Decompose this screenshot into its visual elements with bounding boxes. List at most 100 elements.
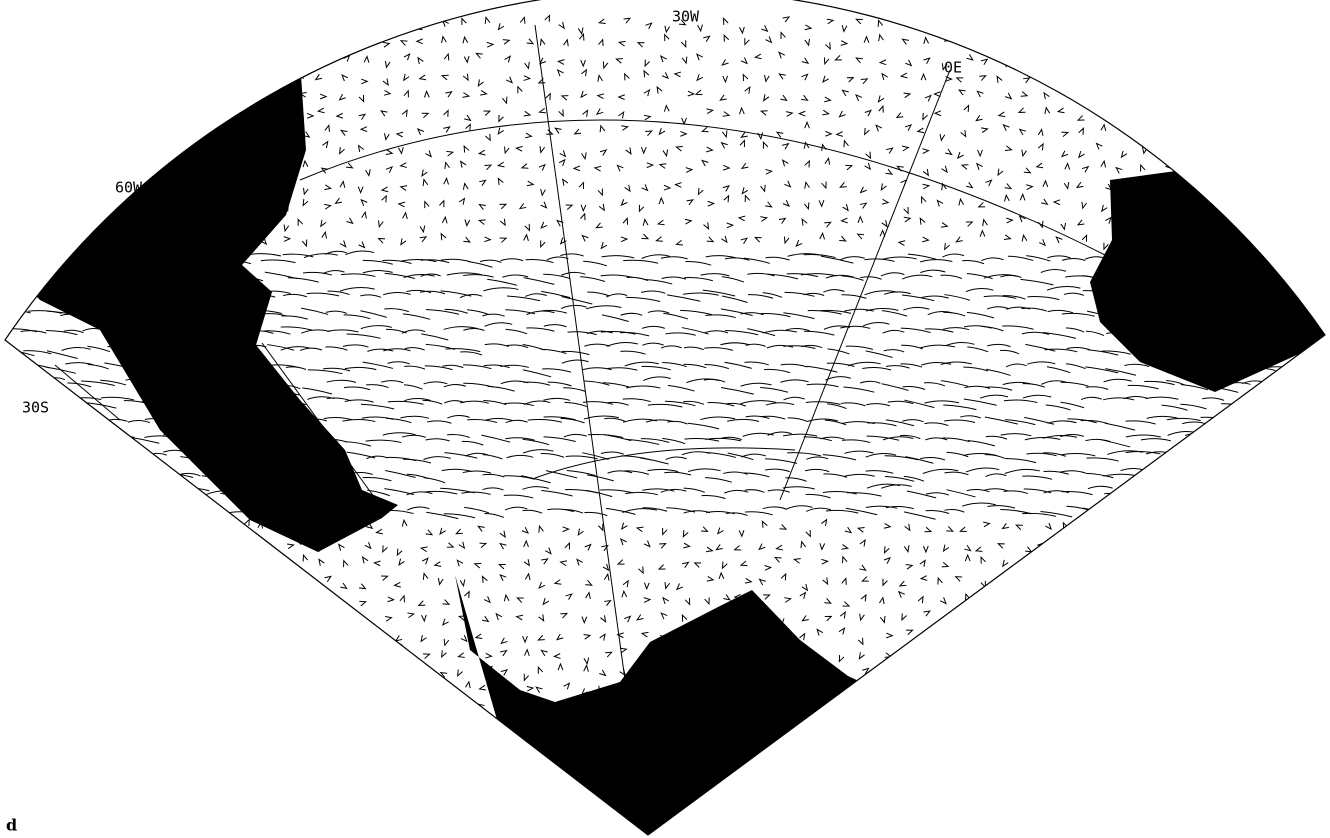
vector	[359, 620, 366, 628]
streamline	[404, 398, 431, 402]
vector	[1067, 55, 1075, 62]
vector	[1144, 541, 1151, 550]
vector	[1318, 41, 1325, 49]
streamline	[946, 489, 976, 498]
vector	[439, 671, 448, 678]
vector	[5, 738, 12, 744]
vector	[198, 88, 205, 96]
vector	[1116, 562, 1125, 568]
vector	[957, 737, 963, 746]
vector	[398, 147, 404, 155]
vector	[416, 128, 425, 136]
vector	[1161, 780, 1167, 789]
vector	[863, 35, 870, 43]
streamline	[343, 314, 371, 320]
vector	[321, 789, 327, 798]
vector	[283, 819, 290, 827]
vector	[299, 625, 306, 634]
vector	[1079, 610, 1087, 617]
vector	[337, 671, 346, 678]
vector	[465, 680, 471, 689]
vector	[573, 128, 582, 135]
vector	[1242, 809, 1250, 818]
vector	[1162, 809, 1168, 818]
vector	[39, 791, 47, 799]
vector	[302, 553, 309, 562]
vector	[159, 756, 166, 765]
vector	[479, 179, 487, 186]
vector	[481, 615, 490, 623]
streamline	[180, 472, 201, 477]
vector	[123, 74, 130, 83]
vector	[916, 127, 925, 134]
streamline	[345, 250, 375, 256]
streamline	[883, 291, 911, 295]
vector	[1125, 526, 1131, 534]
streamline	[5, 366, 25, 371]
vector	[804, 24, 813, 31]
vector	[299, 58, 306, 67]
vector	[477, 525, 485, 532]
vector	[220, 575, 227, 583]
vector	[901, 38, 909, 45]
vector	[580, 204, 587, 213]
vector	[818, 200, 825, 208]
vector	[1321, 688, 1325, 695]
streamline	[760, 415, 786, 420]
vector	[963, 632, 972, 639]
vector	[1055, 690, 1064, 697]
vector	[280, 654, 288, 660]
vector	[598, 38, 604, 47]
vector	[1144, 111, 1151, 119]
streamline	[840, 256, 865, 261]
vector	[958, 36, 967, 43]
streamline	[285, 366, 307, 370]
vector	[419, 225, 426, 234]
vector	[658, 127, 666, 136]
vector	[1222, 781, 1229, 790]
vector	[1294, 761, 1303, 768]
streamline	[424, 365, 453, 371]
streamline	[61, 491, 86, 495]
vector	[703, 35, 711, 43]
vector	[1076, 219, 1085, 226]
streamline	[840, 402, 866, 407]
vector	[1105, 631, 1113, 638]
streamline	[943, 404, 977, 411]
vector	[1221, 596, 1228, 605]
vector	[1202, 181, 1211, 188]
vector	[673, 71, 682, 78]
streamline	[467, 418, 498, 423]
vector	[440, 796, 448, 803]
streamline	[325, 346, 348, 351]
vector	[162, 795, 168, 803]
streamline	[47, 438, 72, 444]
vector	[1180, 522, 1188, 530]
vector	[304, 666, 311, 675]
vector	[538, 107, 546, 114]
vector	[964, 553, 971, 562]
streamline	[543, 273, 570, 279]
streamline	[1043, 490, 1070, 494]
vector	[506, 76, 514, 84]
streamline	[44, 486, 76, 490]
streamline	[46, 350, 78, 360]
streamline	[841, 439, 871, 444]
vector	[116, 581, 124, 588]
vector	[59, 19, 67, 28]
vector	[357, 740, 364, 749]
streamline	[66, 435, 97, 439]
streamline	[367, 348, 394, 352]
vector	[1265, 689, 1273, 697]
streamline	[682, 292, 719, 296]
vector	[197, 523, 205, 532]
streamline	[342, 418, 376, 423]
vector	[262, 810, 271, 817]
vector	[93, 109, 101, 115]
vector	[1098, 758, 1107, 764]
streamline	[506, 344, 529, 349]
vector	[1015, 524, 1023, 531]
streamline	[919, 259, 953, 263]
streamline	[687, 422, 720, 430]
vector	[144, 90, 151, 98]
